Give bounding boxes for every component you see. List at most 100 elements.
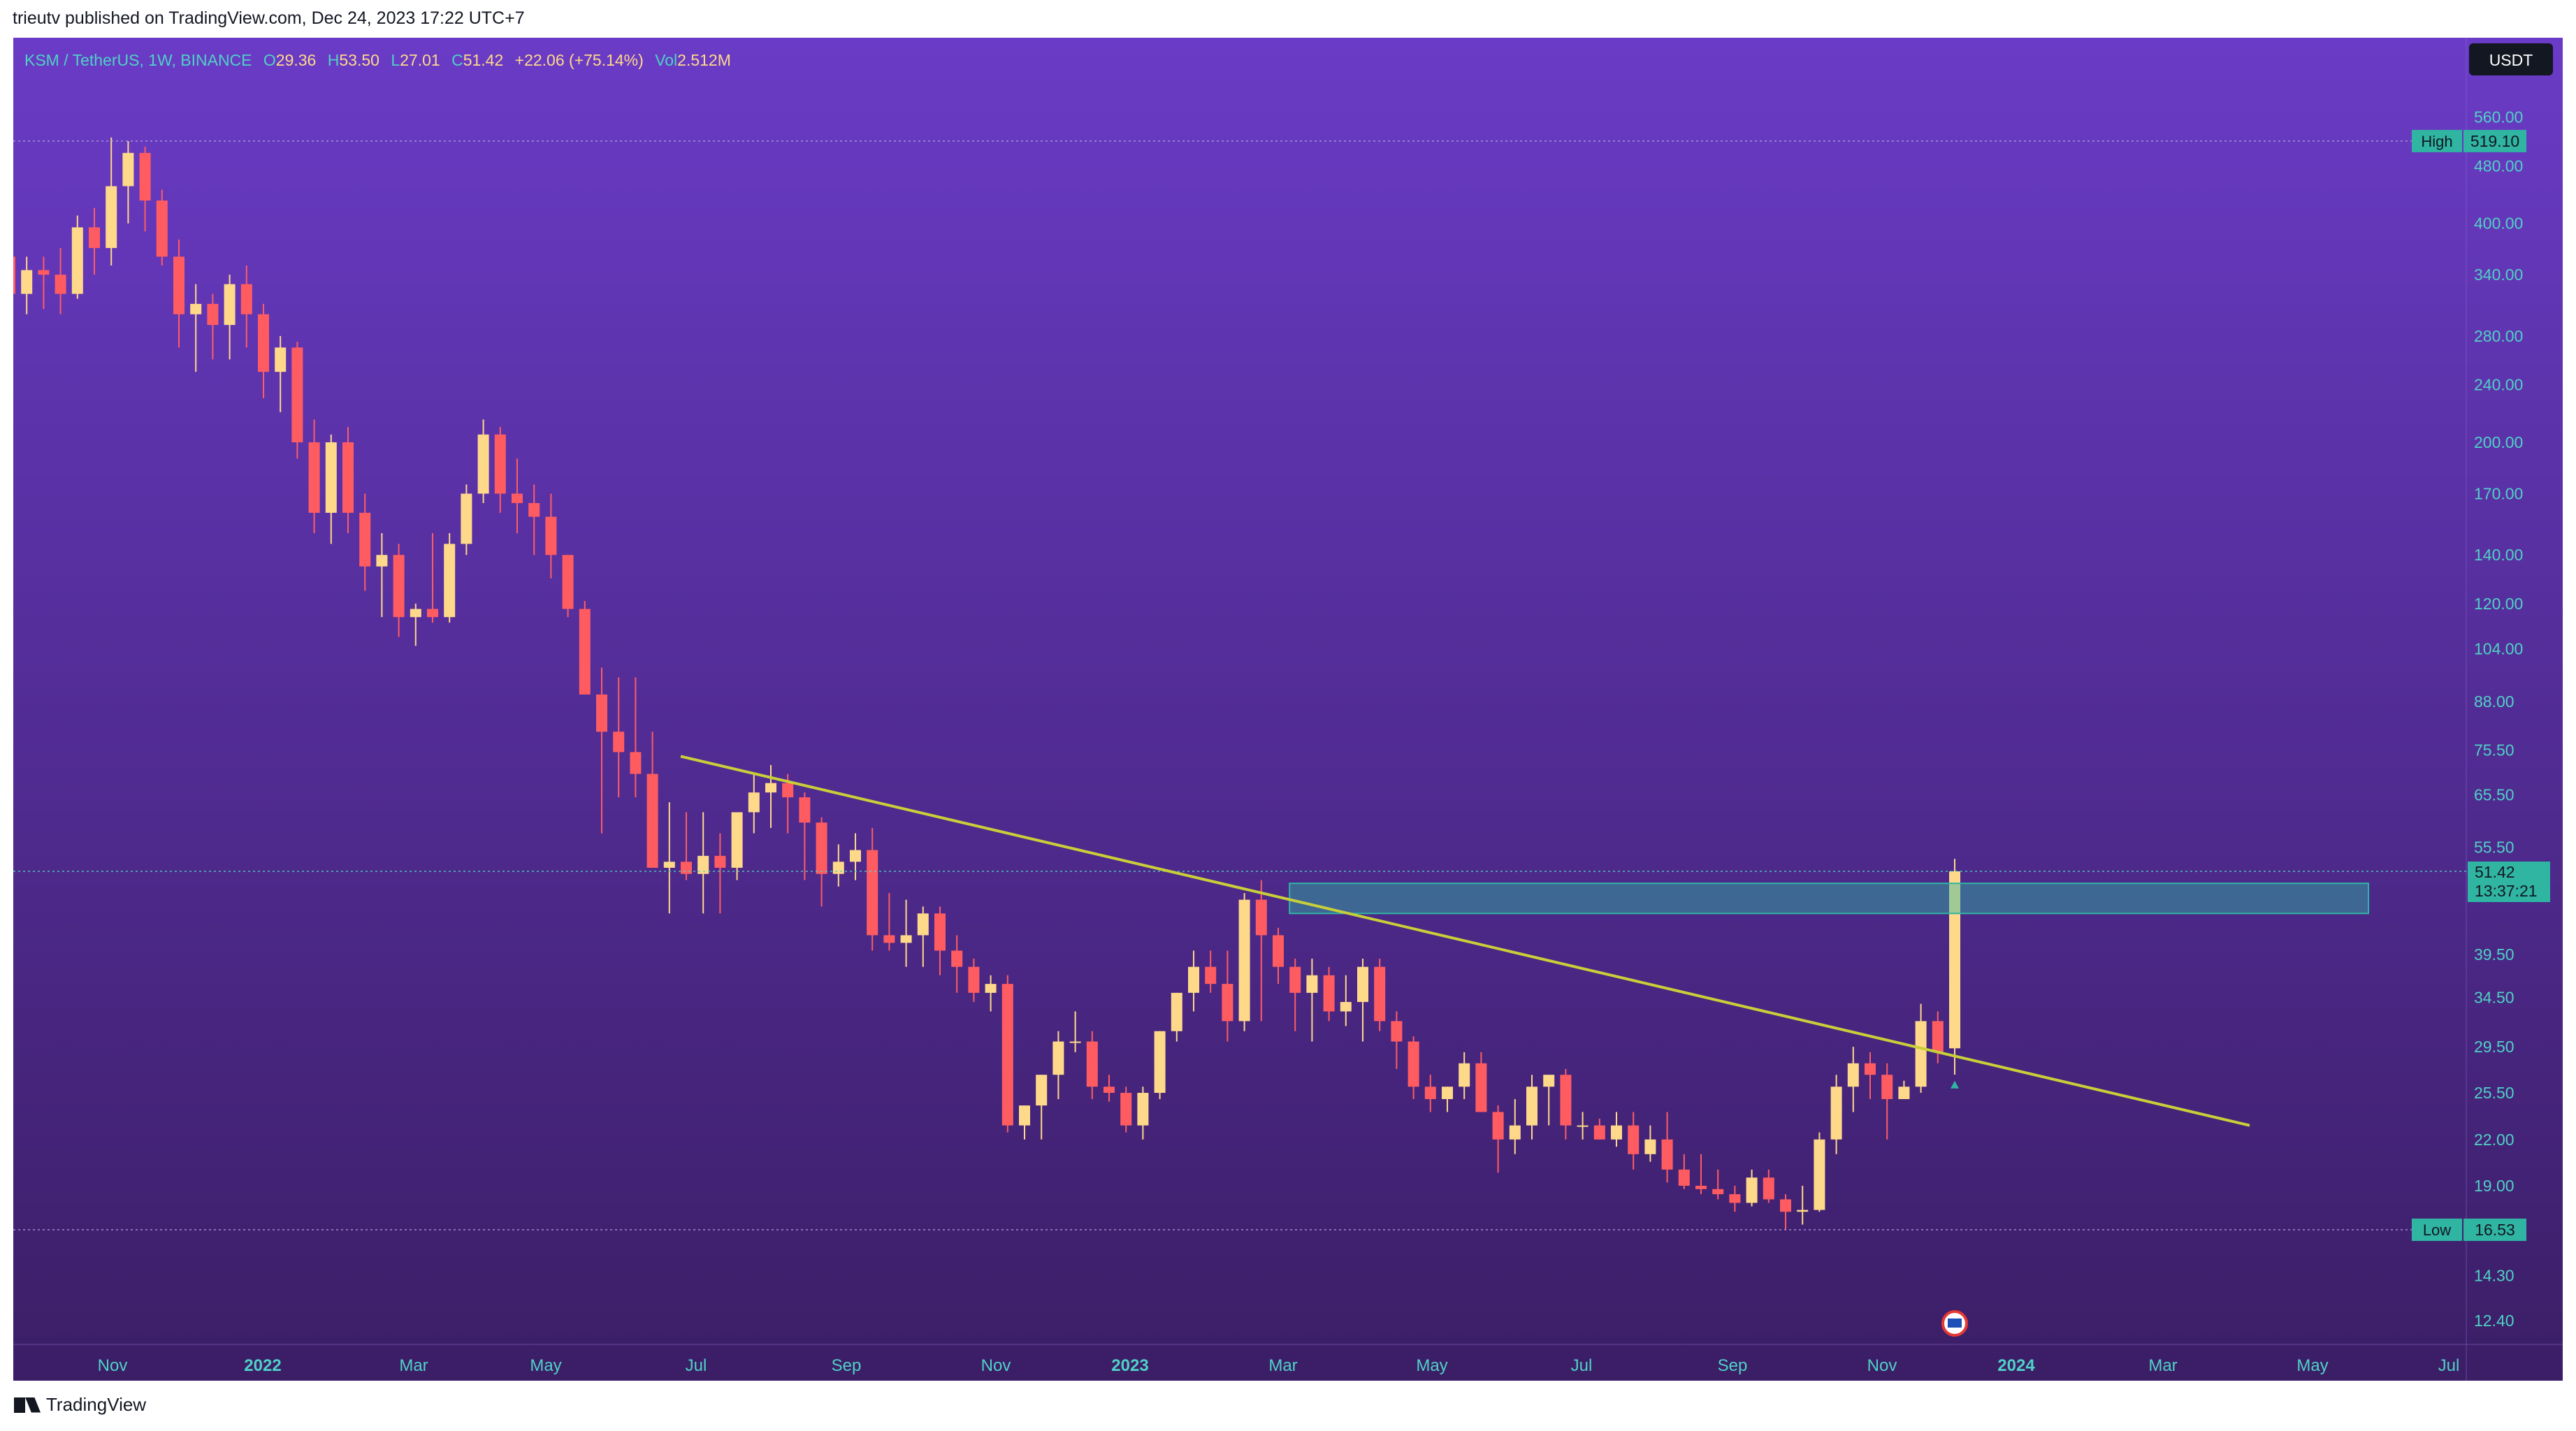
candle — [697, 812, 709, 914]
candle — [1678, 1154, 1690, 1189]
candle-body — [325, 442, 337, 513]
candle — [122, 140, 134, 224]
chart-area[interactable]: 660.00560.00480.00400.00340.00280.00240.… — [4, 38, 2563, 1381]
candle-body — [697, 855, 709, 874]
candle-body — [1205, 966, 1217, 985]
candle — [1509, 1098, 1521, 1154]
x-tick-label: May — [530, 1356, 561, 1375]
y-tick-label: 14.30 — [2474, 1266, 2515, 1284]
candle-body — [681, 862, 692, 874]
tradingview-brand[interactable]: TradingView — [14, 1394, 146, 1416]
y-tick-label: 200.00 — [2474, 433, 2523, 451]
candle — [968, 958, 980, 1002]
candle — [731, 812, 743, 880]
candle — [613, 677, 625, 798]
candle-body — [850, 850, 861, 862]
candle — [427, 533, 438, 623]
x-tick-label: 2022 — [244, 1356, 281, 1375]
candle-body — [1830, 1087, 1842, 1140]
overlay-layer — [13, 140, 2466, 1337]
candle — [190, 284, 202, 372]
candle-body — [1526, 1087, 1537, 1126]
candle — [1593, 1118, 1605, 1140]
candle-body — [1154, 1031, 1166, 1094]
candle-body — [1729, 1194, 1741, 1203]
candle — [1442, 1087, 1453, 1112]
candle-body — [1695, 1186, 1707, 1189]
candle-body — [240, 284, 252, 314]
candle — [748, 773, 760, 834]
high-tag — [2412, 129, 2462, 152]
ohlc-legend: KSM / TetherUS, 1W, BINANCE O29.36 H53.5… — [24, 51, 731, 69]
candle — [528, 484, 540, 555]
y-tick-label: 25.50 — [2474, 1084, 2515, 1102]
candle — [1847, 1047, 1859, 1112]
candle-body — [1255, 899, 1267, 936]
y-tick-label: 75.50 — [2474, 741, 2515, 759]
candle — [850, 833, 861, 880]
chart-background — [13, 38, 2563, 1381]
price-chart[interactable]: 660.00560.00480.00400.00340.00280.00240.… — [4, 38, 2563, 1381]
candle-body — [1357, 966, 1368, 1002]
candle — [1408, 1036, 1419, 1099]
candle-body — [613, 732, 625, 753]
candle-body — [1238, 899, 1250, 1022]
x-tick-label: Nov — [1867, 1356, 1897, 1375]
y-tick-label: 560.00 — [2474, 108, 2523, 126]
candle-body — [528, 502, 540, 517]
signal-marker — [1951, 1080, 1959, 1089]
y-tick-label: 29.50 — [2474, 1038, 2515, 1056]
candle-body — [832, 862, 844, 874]
candle — [376, 533, 388, 618]
candle-body — [512, 493, 523, 503]
candle-body — [1678, 1169, 1690, 1186]
candle — [714, 833, 726, 914]
candle-body — [1306, 975, 1318, 993]
x-tick-label: Sep — [1718, 1356, 1748, 1375]
candle-body — [934, 913, 946, 951]
candle — [1374, 958, 1386, 1031]
candle — [1323, 966, 1335, 1022]
candle — [782, 773, 794, 834]
candle-body — [393, 555, 405, 618]
candle-body — [224, 284, 236, 326]
candle — [596, 667, 607, 834]
candle — [1628, 1112, 1640, 1170]
candle — [1289, 958, 1301, 1031]
candle — [646, 732, 658, 868]
candle-body — [1746, 1177, 1758, 1203]
candle-body — [1001, 984, 1013, 1126]
candle — [1459, 1052, 1470, 1099]
candle-body — [596, 694, 607, 732]
y-tick-label: 65.50 — [2474, 786, 2515, 804]
candle — [1137, 1087, 1149, 1140]
candle-body — [1763, 1177, 1774, 1200]
candle-body — [579, 609, 591, 695]
candle-body — [1628, 1125, 1640, 1154]
candle-body — [1661, 1139, 1673, 1170]
high-value-tag — [2463, 129, 2526, 152]
legend-high: 53.50 — [339, 51, 379, 69]
candle — [89, 208, 100, 275]
candle-body — [1712, 1189, 1724, 1195]
candle-body — [444, 544, 456, 618]
candle-body — [951, 950, 963, 967]
x-tick-label: Jul — [2438, 1356, 2460, 1375]
y-tick-label: 400.00 — [2474, 215, 2523, 233]
candle-body — [376, 555, 388, 567]
x-tick-label: Mar — [399, 1356, 428, 1375]
candle-body — [1509, 1125, 1521, 1140]
candle-body — [1222, 984, 1233, 1022]
countdown-value: 13:37:21 — [2475, 882, 2538, 900]
y-tick-label: 280.00 — [2474, 327, 2523, 345]
candle-body — [1932, 1021, 1944, 1052]
candle — [985, 975, 997, 1012]
legend-vol-label: Vol — [655, 51, 677, 69]
y-tick-label: 340.00 — [2474, 266, 2523, 284]
candle-body — [1915, 1021, 1927, 1087]
candle — [55, 247, 66, 314]
x-tick-label: 2023 — [1111, 1356, 1148, 1375]
legend-c-label: C — [451, 51, 463, 69]
candle-body — [663, 862, 675, 868]
currency-button[interactable] — [2469, 43, 2553, 75]
